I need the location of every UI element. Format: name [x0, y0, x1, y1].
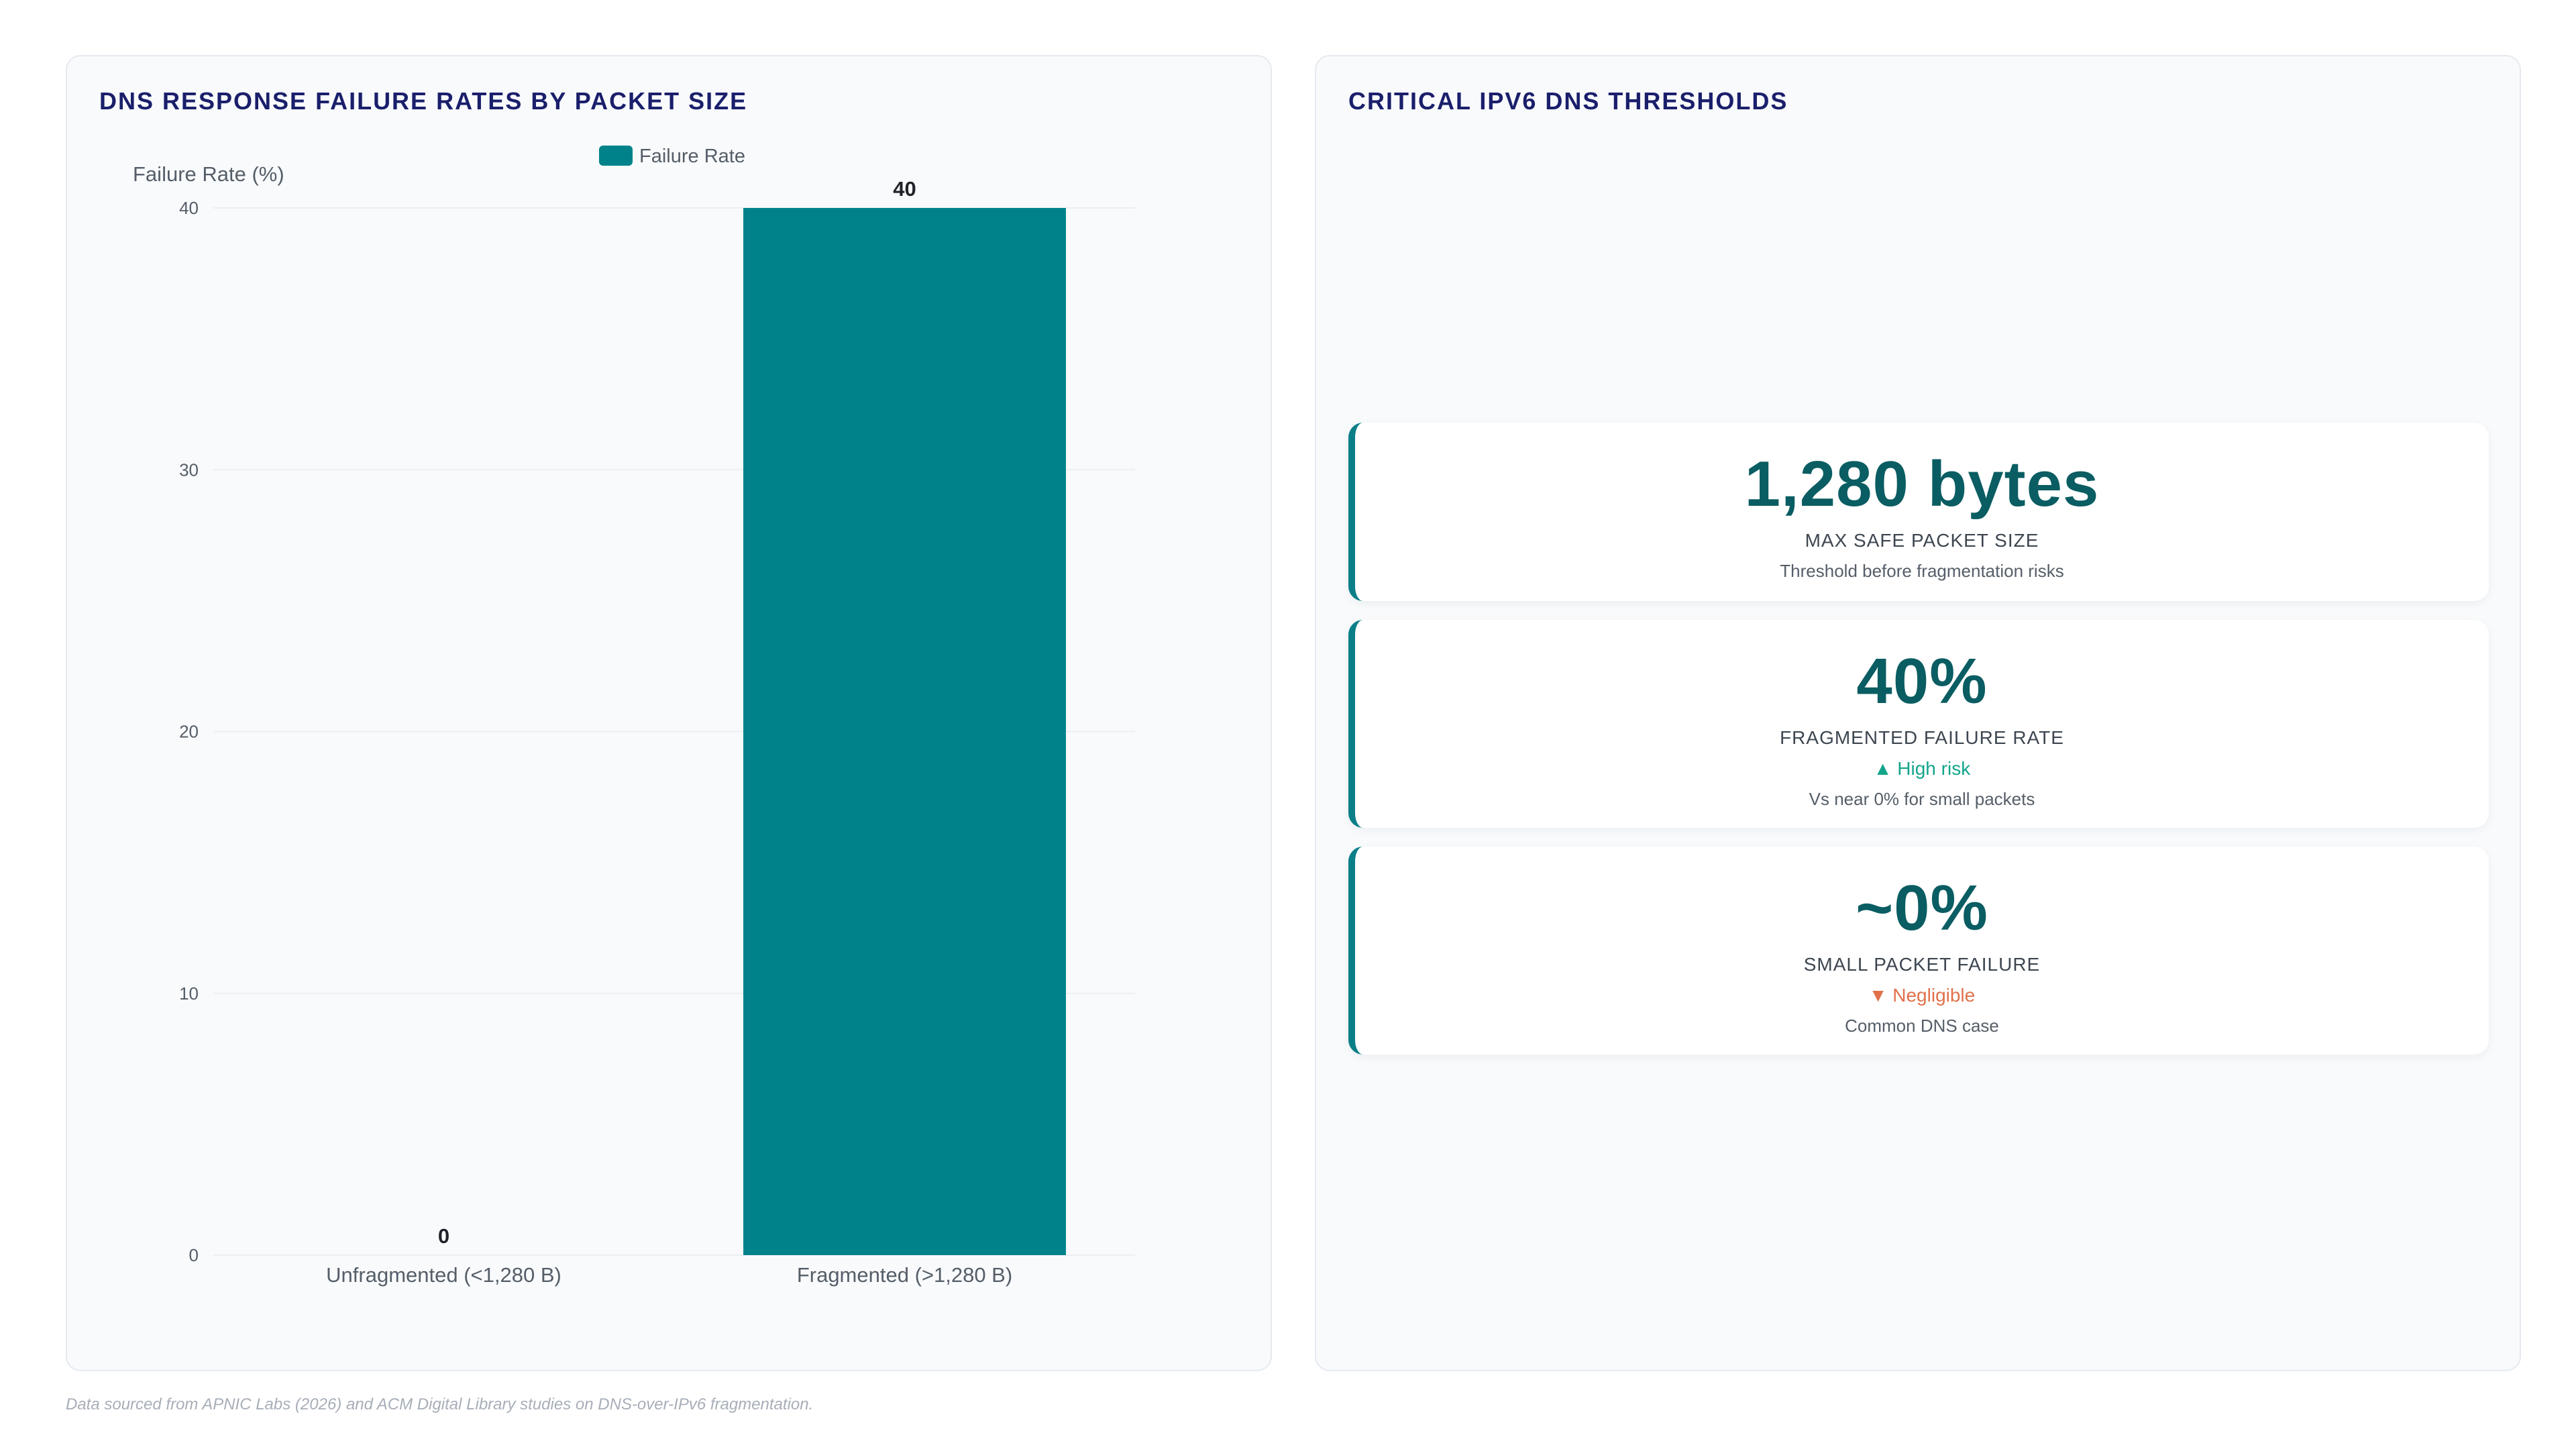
stat-card-small-packet-failure: ~0% SMALL PACKET FAILURE ▼ Negligible Co… [1348, 847, 2489, 1055]
trend-badge-negligible: ▼ Negligible [1868, 985, 1976, 1006]
bar-chart: 0 10 20 30 40 Failure Rate (%) 0 Unfragmented (… [133, 146, 1135, 1287]
stat-card-fragmented-failure: 40% FRAGMENTED FAILURE RATE ▲ High risk … [1348, 620, 2489, 828]
stat-note: Threshold before fragmentation risks [1780, 561, 2064, 581]
bar-data-label: 0 [438, 1224, 449, 1248]
stat-value: ~0% [1856, 872, 1988, 944]
chart-bars [743, 208, 1066, 1255]
chart-panel-title: DNS RESPONSE FAILURE RATES BY PACKET SIZ… [99, 87, 748, 115]
y-tick-label: 40 [179, 198, 199, 218]
stat-note: Common DNS case [1845, 1016, 1999, 1036]
chart-labels: 0 10 20 30 40 Failure Rate (%) 0 Unfragmented (… [133, 162, 1012, 1287]
data-source-footnote: Data sourced from APNIC Labs (2026) and … [66, 1395, 814, 1413]
chart-legend: Failure Rate [599, 146, 745, 167]
x-tick-label: Fragmented (>1,280 B) [797, 1263, 1012, 1287]
legend-label: Failure Rate [639, 146, 745, 167]
chart-panel: DNS RESPONSE FAILURE RATES BY PACKET SIZ… [66, 55, 1272, 1371]
y-tick-label: 30 [179, 460, 199, 480]
thresholds-panel: CRITICAL IPV6 DNS THRESHOLDS 1,280 bytes… [1315, 55, 2521, 1371]
trend-badge-high-risk: ▲ High risk [1873, 758, 1971, 779]
stat-label: FRAGMENTED FAILURE RATE [1780, 727, 2064, 748]
legend-swatch [599, 146, 633, 166]
stat-value: 40% [1856, 645, 1988, 717]
stat-label: SMALL PACKET FAILURE [1803, 954, 2041, 975]
thresholds-panel-title: CRITICAL IPV6 DNS THRESHOLDS [1348, 87, 1788, 115]
bar-data-label: 40 [893, 177, 916, 201]
y-axis-title: Failure Rate (%) [133, 162, 284, 186]
x-tick-label: Unfragmented (<1,280 B) [326, 1263, 561, 1287]
y-tick-label: 20 [179, 722, 199, 742]
stat-label: MAX SAFE PACKET SIZE [1805, 530, 2039, 551]
stat-value: 1,280 bytes [1744, 448, 2100, 520]
stat-note: Vs near 0% for small packets [1809, 789, 2035, 809]
stat-card-packet-size: 1,280 bytes MAX SAFE PACKET SIZE Thresho… [1348, 423, 2489, 601]
y-tick-label: 10 [179, 983, 199, 1004]
y-tick-label: 0 [189, 1245, 199, 1265]
bar [743, 208, 1066, 1255]
